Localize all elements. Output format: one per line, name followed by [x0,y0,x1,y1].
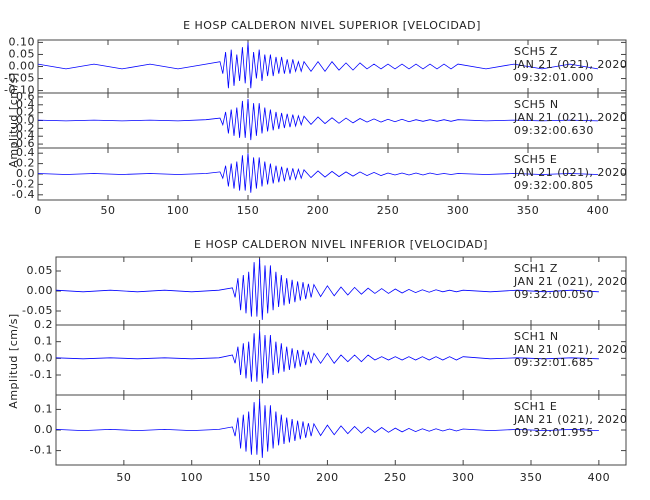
station-label: SCH1 E [514,400,557,413]
waveform [37,153,599,193]
y-tick-label: 0.6 [16,90,35,103]
y-tick-label: 0.1 [34,335,53,348]
x-tick-label: 350 [517,204,540,217]
x-tick-label: 350 [520,471,543,484]
y-tick-label: -0.05 [4,72,35,85]
date-label: JAN 21 (021), 2020 [513,111,627,124]
x-tick-label: 250 [384,471,407,484]
date-label: JAN 21 (021), 2020 [513,413,627,426]
time-label: 09:32:01.000 [514,71,594,84]
y-tick-label: -0.2 [12,121,35,134]
x-tick-label: 50 [101,204,116,217]
x-tick-label: 300 [447,204,470,217]
waveform [37,42,599,89]
y-tick-label: -0.05 [22,304,53,317]
y-tick-label: 0.0 [34,423,53,436]
time-label: 09:32:00.050 [514,288,594,301]
time-label: 09:32:00.630 [514,124,594,137]
y-tick-label: 0.0 [34,351,53,364]
x-tick-label: 400 [587,204,610,217]
x-tick-label: 100 [167,204,190,217]
x-tick-label: 150 [248,471,271,484]
x-tick-label: 400 [588,471,611,484]
x-tick-label: 200 [307,204,330,217]
station-label: SCH5 N [514,98,559,111]
chart-title: E HOSP CALDERON NIVEL SUPERIOR [VELOCIDA… [183,19,481,32]
station-label: SCH1 N [514,330,559,343]
y-tick-label: 0.2 [16,106,35,119]
y-tick-label: -0.6 [12,137,35,150]
y-tick-label: 0.05 [9,47,36,60]
y-tick-label: 0.05 [27,264,54,277]
y-tick-label: 0.0 [16,114,35,127]
time-label: 09:32:01.955 [514,426,594,439]
y-tick-label: -0.10 [4,84,35,97]
y-tick-label: 0.4 [16,146,35,159]
waveform [37,98,599,141]
y-tick-label: 0.0 [16,167,35,180]
waveform [55,329,599,384]
x-tick-label: 50 [116,471,131,484]
time-label: 09:32:01.685 [514,356,594,369]
x-tick-label: 100 [180,471,203,484]
date-label: JAN 21 (021), 2020 [513,166,627,179]
station-label: SCH1 Z [514,262,558,275]
y-tick-label: -0.1 [30,368,53,381]
y-tick-label: 0.1 [34,402,53,415]
y-tick-label: 0.00 [9,60,36,73]
x-tick-label: 0 [34,204,42,217]
y-tick-label: 0.10 [9,35,36,48]
y-tick-label: 0.2 [34,318,53,331]
y-tick-label: 0.2 [16,157,35,170]
y-tick-label: -0.1 [30,444,53,457]
chart-title: E HOSP CALDERON NIVEL INFERIOR [VELOCIDA… [194,238,488,251]
y-axis-label: Amplitud [cm/s] [7,313,20,408]
date-label: JAN 21 (021), 2020 [513,343,627,356]
waveform [55,399,599,458]
x-tick-label: 200 [316,471,339,484]
y-tick-label: 0.00 [27,284,54,297]
station-label: SCH5 E [514,153,557,166]
time-label: 09:32:00.805 [514,179,594,192]
date-label: JAN 21 (021), 2020 [513,275,627,288]
station-label: SCH5 Z [514,45,558,58]
x-tick-label: 300 [452,471,475,484]
y-tick-label: 0.4 [16,98,35,111]
date-label: JAN 21 (021), 2020 [513,58,627,71]
x-tick-label: 250 [377,204,400,217]
y-axis-label: Amplitud [cm/s] [7,72,20,167]
x-tick-label: 150 [237,204,260,217]
y-tick-label: -0.2 [12,177,35,190]
y-tick-label: -0.4 [12,129,35,142]
waveform [55,258,599,320]
y-tick-label: -0.4 [12,188,35,201]
